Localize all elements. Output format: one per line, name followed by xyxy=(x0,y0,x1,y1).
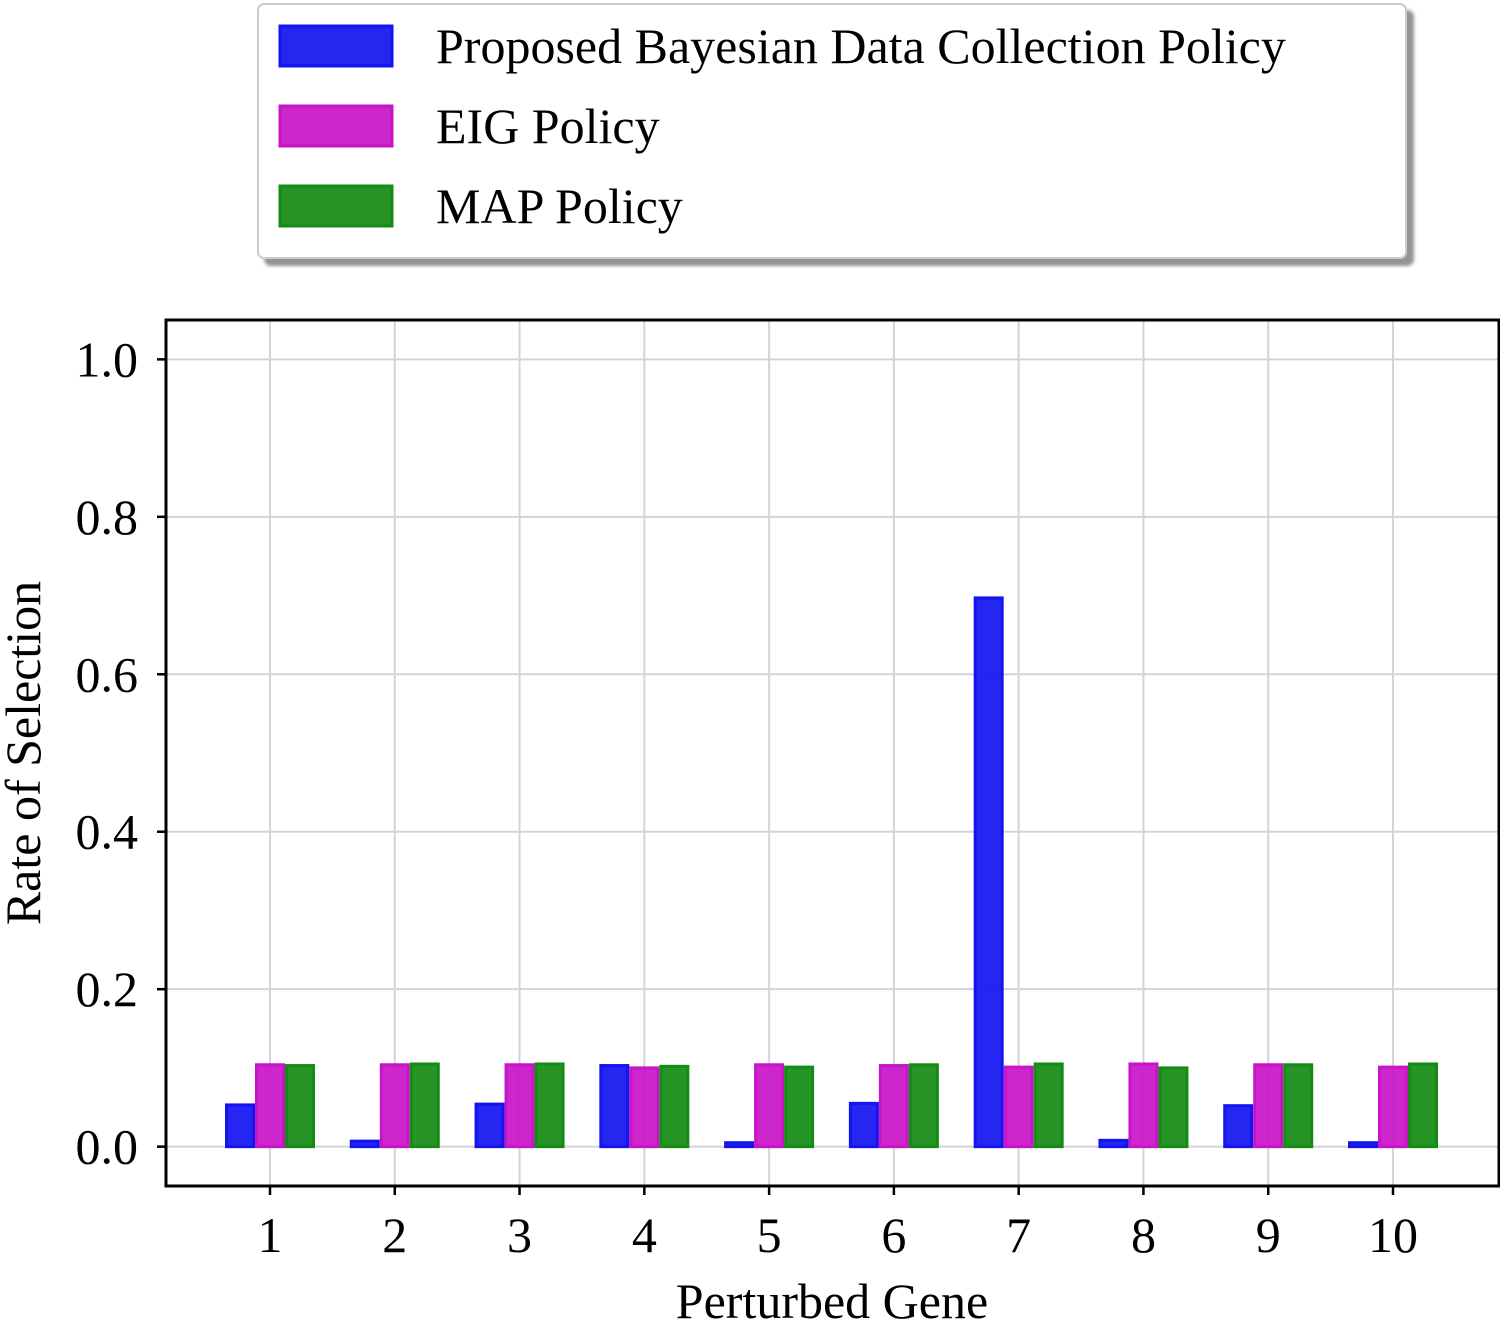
y-tick-label-0: 0.0 xyxy=(76,1119,139,1175)
bar-series2-gene-3 xyxy=(504,1063,535,1149)
x-tick-label-8: 8 xyxy=(1131,1207,1156,1263)
grid-lines xyxy=(166,320,1499,1186)
legend: Proposed Bayesian Data Collection Policy… xyxy=(257,3,1407,259)
bar-series1-gene-10 xyxy=(1348,1141,1378,1149)
bar-series3-gene-8 xyxy=(1158,1066,1189,1149)
bar-series2-gene-4 xyxy=(629,1066,660,1149)
bar-series3-gene-3 xyxy=(534,1062,565,1149)
bar-series3-gene-10 xyxy=(1408,1062,1438,1149)
x-tick-label-9: 9 xyxy=(1256,1207,1281,1263)
bar-series3-gene-4 xyxy=(659,1064,690,1149)
bars xyxy=(225,596,1438,1149)
y-tick-label-2: 0.4 xyxy=(76,804,139,860)
legend-swatch-3 xyxy=(278,184,394,228)
bar-series2-gene-1 xyxy=(255,1063,285,1149)
x-tick-label-5: 5 xyxy=(757,1207,782,1263)
x-tick-label-7: 7 xyxy=(1006,1207,1031,1263)
x-tick-label-6: 6 xyxy=(881,1207,906,1263)
x-axis-label: Perturbed Gene xyxy=(676,1273,988,1321)
bar-series1-gene-1 xyxy=(225,1103,255,1149)
legend-label-1: Proposed Bayesian Data Collection Policy xyxy=(436,18,1286,74)
bar-series1-gene-2 xyxy=(349,1139,380,1149)
legend-label-3: MAP Policy xyxy=(436,178,683,234)
legend-swatch-1 xyxy=(278,24,394,68)
bar-series2-gene-7 xyxy=(1003,1065,1034,1149)
legend-swatch-2 xyxy=(278,104,394,148)
bar-series1-gene-3 xyxy=(474,1102,505,1149)
bar-series2-gene-8 xyxy=(1128,1062,1159,1149)
bar-series2-gene-2 xyxy=(379,1063,410,1149)
bar-series1-gene-7 xyxy=(973,596,1004,1149)
plot-frame xyxy=(164,318,1500,1188)
bar-series3-gene-1 xyxy=(285,1064,315,1149)
bar-series1-gene-6 xyxy=(848,1101,879,1149)
legend-label-2: EIG Policy xyxy=(436,98,660,154)
x-tick-label-2: 2 xyxy=(382,1207,407,1263)
bar-series2-gene-5 xyxy=(754,1063,785,1149)
legend-box xyxy=(257,3,1407,259)
y-tick-label-4: 0.8 xyxy=(76,489,139,545)
y-tick-label-3: 0.6 xyxy=(76,646,139,702)
bar-series1-gene-4 xyxy=(599,1064,630,1149)
y-tick-label-5: 1.0 xyxy=(76,331,139,387)
bar-series2-gene-9 xyxy=(1253,1063,1284,1149)
bar-series3-gene-7 xyxy=(1033,1062,1064,1149)
x-tick-label-1: 1 xyxy=(258,1207,283,1263)
y-tick-label-1: 0.2 xyxy=(76,961,139,1017)
x-axis-ticks: 1 2 3 4 5 6 7 8 9 10 xyxy=(258,1186,1418,1263)
bar-series3-gene-2 xyxy=(409,1062,440,1149)
bar-series2-gene-6 xyxy=(878,1064,909,1149)
bar-series2-gene-10 xyxy=(1378,1065,1408,1149)
bar-series3-gene-6 xyxy=(908,1063,939,1149)
bar-series1-gene-8 xyxy=(1098,1138,1129,1149)
x-tick-label-10: 10 xyxy=(1368,1207,1418,1263)
x-tick-label-3: 3 xyxy=(507,1207,532,1263)
bar-series1-gene-5 xyxy=(724,1141,755,1149)
y-axis-label: Rate of Selection xyxy=(0,581,51,925)
x-tick-label-4: 4 xyxy=(632,1207,657,1263)
y-axis-ticks: 0.0 0.2 0.4 0.6 0.8 1.0 xyxy=(76,331,166,1175)
bar-series1-gene-9 xyxy=(1223,1104,1254,1149)
bar-series3-gene-9 xyxy=(1283,1063,1314,1149)
bar-series3-gene-5 xyxy=(784,1065,815,1149)
